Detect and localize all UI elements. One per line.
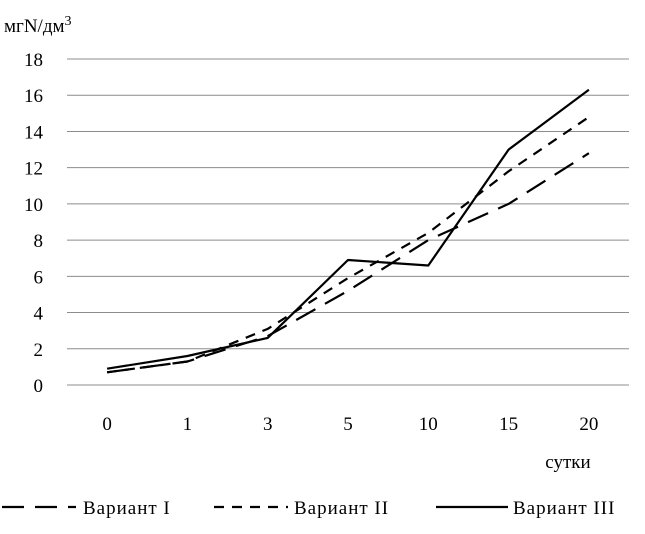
y-tick-label: 0	[34, 376, 44, 397]
y-tick-label: 4	[34, 304, 44, 325]
legend: Вариант I Вариант II Вариант III	[2, 498, 615, 519]
y-tick-label: 18	[24, 50, 43, 71]
x-tick-label: 1	[183, 414, 193, 435]
legend-label-1: Вариант I	[83, 498, 171, 519]
grid-lines	[67, 58, 629, 386]
x-tick-label: 15	[499, 414, 518, 435]
y-tick-label: 2	[34, 340, 44, 361]
y-tick-label: 16	[24, 86, 43, 107]
series-lines	[106, 88, 590, 374]
x-tick-label: 0	[102, 414, 112, 435]
series-line-2	[106, 116, 590, 374]
legend-label-2: Вариант II	[294, 498, 389, 519]
x-tick-label: 3	[263, 414, 273, 435]
y-tick-label: 14	[24, 122, 44, 143]
y-tick-label: 10	[24, 195, 43, 216]
y-axis-title: мгN/дм3	[4, 14, 72, 37]
y-tick-label: 12	[24, 159, 43, 180]
x-axis-title: сутки	[545, 452, 590, 473]
y-tick-label: 8	[34, 231, 44, 252]
legend-label-3: Вариант III	[513, 498, 615, 519]
x-tick-label: 20	[579, 414, 598, 435]
series-line-1	[106, 152, 590, 374]
y-tick-label: 6	[34, 267, 44, 288]
series-line-3	[106, 88, 590, 370]
x-tick-label: 5	[343, 414, 353, 435]
y-axis-ticks: 0 2 4 6 8 10 12 14 16 18	[24, 50, 44, 397]
x-axis-ticks: 0 1 3 5 10 15 20	[102, 414, 598, 435]
x-tick-label: 10	[419, 414, 438, 435]
